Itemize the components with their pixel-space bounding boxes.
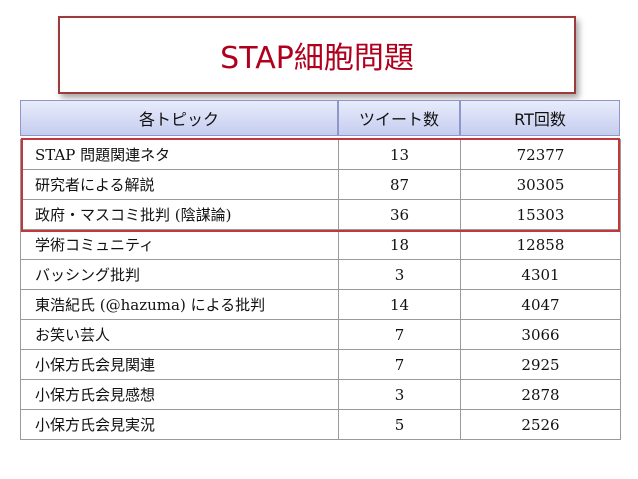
rt-count-cell: 3066 — [460, 319, 621, 350]
tweet-count-cell: 18 — [338, 229, 461, 260]
table-row: 小保方氏会見関連 7 2925 — [20, 349, 621, 380]
topic-cell: STAP 問題関連ネタ — [20, 139, 339, 170]
topic-cell: 研究者による解説 — [20, 169, 339, 200]
topic-cell: バッシング批判 — [20, 259, 339, 290]
header-topic: 各トピック — [20, 100, 338, 136]
table-row: 研究者による解説 87 30305 — [20, 169, 621, 200]
topic-cell: お笑い芸人 — [20, 319, 339, 350]
table-row: 小保方氏会見感想 3 2878 — [20, 379, 621, 410]
topic-table: STAP 問題関連ネタ 13 72377 研究者による解説 87 30305 政… — [20, 139, 621, 440]
rt-count-cell: 30305 — [460, 169, 621, 200]
table-row: バッシング批判 3 4301 — [20, 259, 621, 290]
title-box: STAP細胞問題 — [58, 16, 576, 94]
rt-count-cell: 12858 — [460, 229, 621, 260]
rt-count-cell: 2526 — [460, 409, 621, 440]
topic-cell: 小保方氏会見感想 — [20, 379, 339, 410]
table-row: 小保方氏会見実況 5 2526 — [20, 409, 621, 440]
tweet-count-cell: 7 — [338, 319, 461, 350]
header-tweet-count: ツイート数 — [338, 100, 460, 136]
rt-count-cell: 2925 — [460, 349, 621, 380]
tweet-count-cell: 13 — [338, 139, 461, 170]
topic-cell: 政府・マスコミ批判 (陰謀論) — [20, 199, 339, 230]
tweet-count-cell: 7 — [338, 349, 461, 380]
tweet-count-cell: 3 — [338, 379, 461, 410]
slide-title: STAP細胞問題 — [220, 41, 414, 76]
rt-count-cell: 15303 — [460, 199, 621, 230]
topic-cell: 学術コミュニティ — [20, 229, 339, 260]
topic-cell: 小保方氏会見関連 — [20, 349, 339, 380]
table-row: 政府・マスコミ批判 (陰謀論) 36 15303 — [20, 199, 621, 230]
rt-count-cell: 4301 — [460, 259, 621, 290]
rt-count-cell: 72377 — [460, 139, 621, 170]
tweet-count-cell: 87 — [338, 169, 461, 200]
rt-count-cell: 4047 — [460, 289, 621, 320]
table-row: STAP 問題関連ネタ 13 72377 — [20, 139, 621, 170]
tweet-count-cell: 14 — [338, 289, 461, 320]
rt-count-cell: 2878 — [460, 379, 621, 410]
tweet-count-cell: 36 — [338, 199, 461, 230]
table-row: お笑い芸人 7 3066 — [20, 319, 621, 350]
table-header: 各トピック ツイート数 RT回数 — [20, 100, 620, 136]
tweet-count-cell: 5 — [338, 409, 461, 440]
topic-cell: 東浩紀氏 (@hazuma) による批判 — [20, 289, 339, 320]
table-row: 学術コミュニティ 18 12858 — [20, 229, 621, 260]
tweet-count-cell: 3 — [338, 259, 461, 290]
header-rt-count: RT回数 — [460, 100, 620, 136]
topic-cell: 小保方氏会見実況 — [20, 409, 339, 440]
table-row: 東浩紀氏 (@hazuma) による批判 14 4047 — [20, 289, 621, 320]
